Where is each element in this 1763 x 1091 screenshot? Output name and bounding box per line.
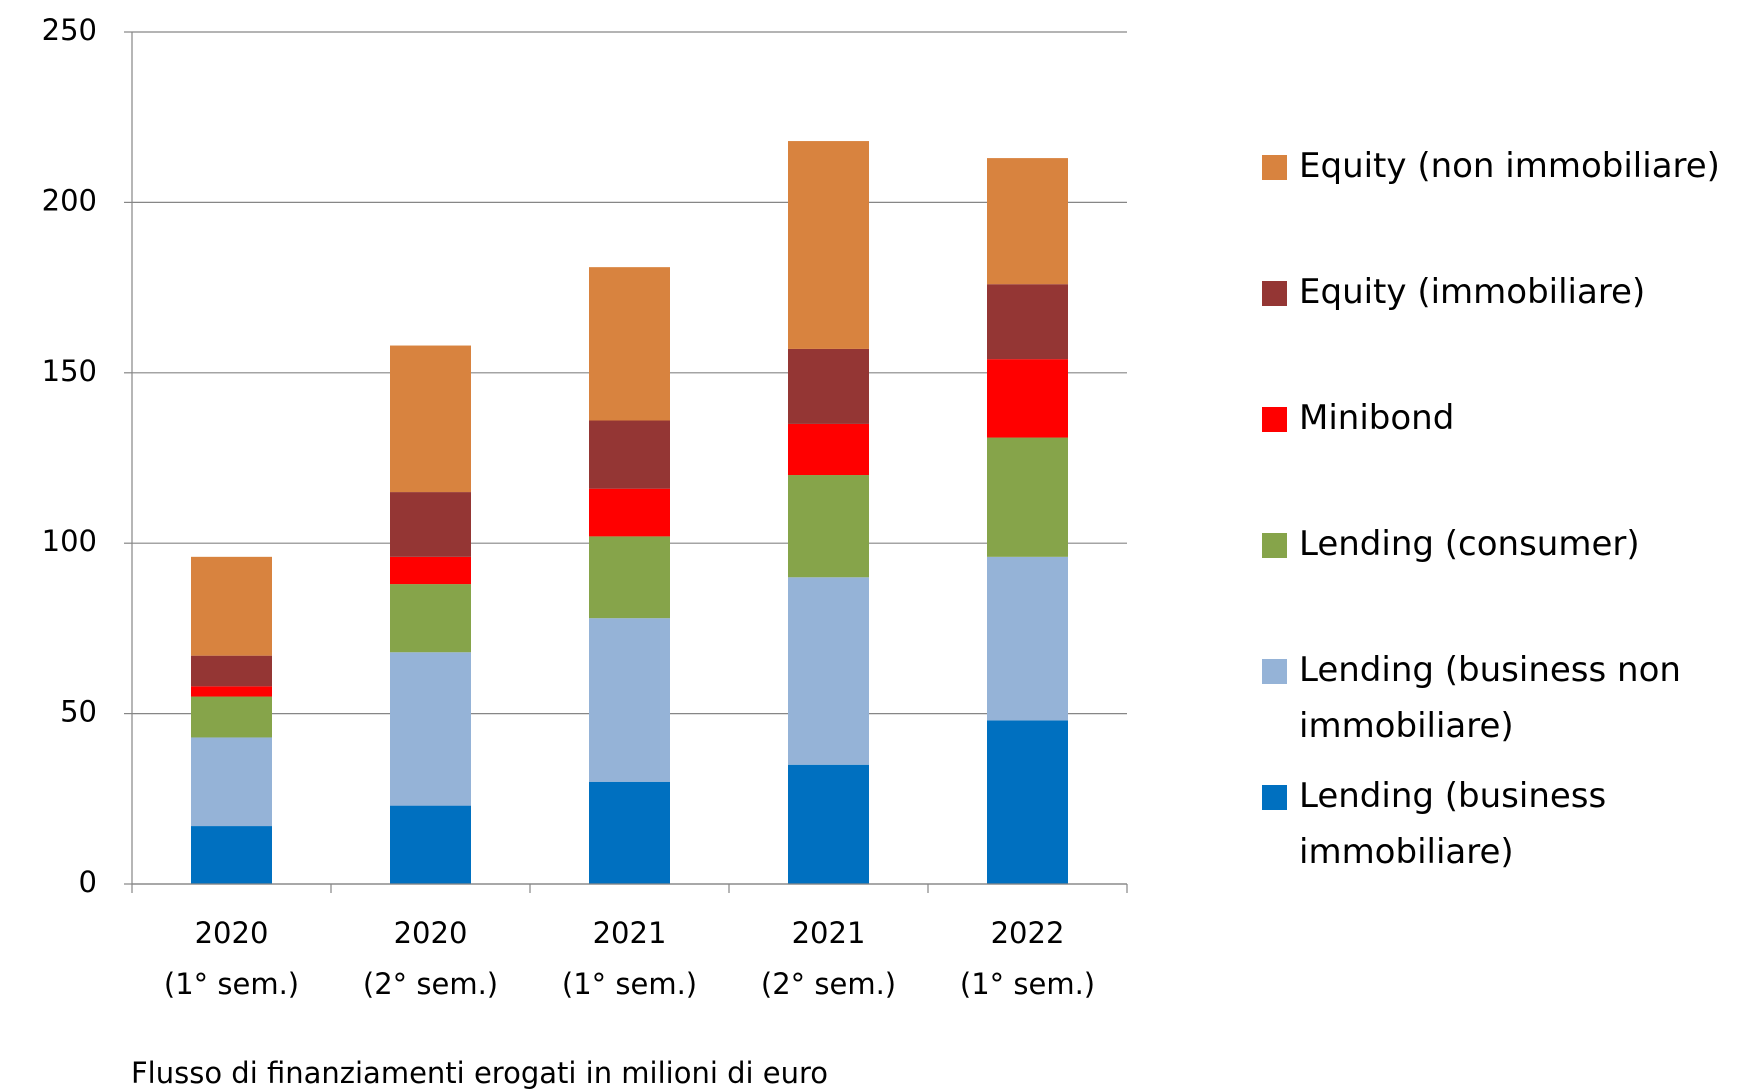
y-tick-label: 250 [42,13,97,47]
bar-segment [390,492,471,557]
bar-segment [987,556,1068,721]
bar-segment [390,584,471,653]
legend-swatch [1262,659,1287,684]
bar-segment [589,618,670,782]
legend-item: Lending (business immobiliare) [1262,768,1762,880]
y-tick-label: 100 [42,524,97,558]
bar-segment [191,696,272,738]
bar-segment [987,359,1068,438]
bar-segment [589,488,670,537]
x-tick-label: (1° sem.) [562,967,697,1001]
bar-segment [788,577,869,765]
bar-segment [589,536,670,619]
legend-swatch [1262,785,1287,810]
bar-segment [788,475,869,578]
bar-segment [589,420,670,489]
legend-item: Lending (consumer) [1262,516,1762,572]
legend-label: Equity (non immobiliare) [1299,146,1720,186]
bar-segment [390,345,471,493]
bar-segment [191,556,272,656]
x-tick-label: 2020 [195,916,269,950]
bar-segment [987,284,1068,360]
y-tick-label: 50 [60,695,97,729]
legend-item: Equity (immobiliare) [1262,264,1762,320]
legend-swatch [1262,407,1287,432]
legend-item: Lending (business non immobiliare) [1262,642,1762,754]
bar-segment [390,556,471,585]
x-tick-label: (2° sem.) [363,967,498,1001]
bar-segment [788,764,869,884]
bar-segment [788,423,869,476]
bar-segment [987,720,1068,884]
legend-label: Equity (immobiliare) [1299,272,1646,312]
bar-segment [589,781,670,884]
legend-item: Equity (non immobiliare) [1262,138,1762,194]
chart-caption: Flusso di finanziamenti erogati in milio… [131,1056,829,1090]
legend-swatch [1262,533,1287,558]
x-tick-label: 2021 [792,916,866,950]
legend-item: Minibond [1262,390,1762,446]
legend-label: Lending (business non immobiliare) [1299,650,1681,746]
bar-segment [390,805,471,884]
bar-segment [987,437,1068,557]
bar-segment [191,826,272,884]
x-tick-label: 2020 [394,916,468,950]
x-tick-label: (1° sem.) [164,967,299,1001]
bar-segment [191,686,272,697]
x-tick-label: (2° sem.) [761,967,896,1001]
bar-segment [191,737,272,827]
x-tick-label: 2022 [991,916,1065,950]
bar-segment [987,158,1068,285]
legend-label: Lending (consumer) [1299,524,1640,564]
bar-segment [191,655,272,687]
bar-segment [788,141,869,349]
bar-segment [589,267,670,421]
legend-swatch [1262,155,1287,180]
y-tick-label: 150 [42,354,97,388]
bar-segment [788,348,869,424]
y-tick-label: 200 [42,183,97,217]
x-tick-label: 2021 [593,916,667,950]
x-tick-label: (1° sem.) [960,967,1095,1001]
legend-label: Lending (business immobiliare) [1299,776,1607,872]
legend-swatch [1262,281,1287,306]
y-tick-label: 0 [79,865,97,899]
bar-segment [390,652,471,806]
legend-label: Minibond [1299,398,1455,438]
